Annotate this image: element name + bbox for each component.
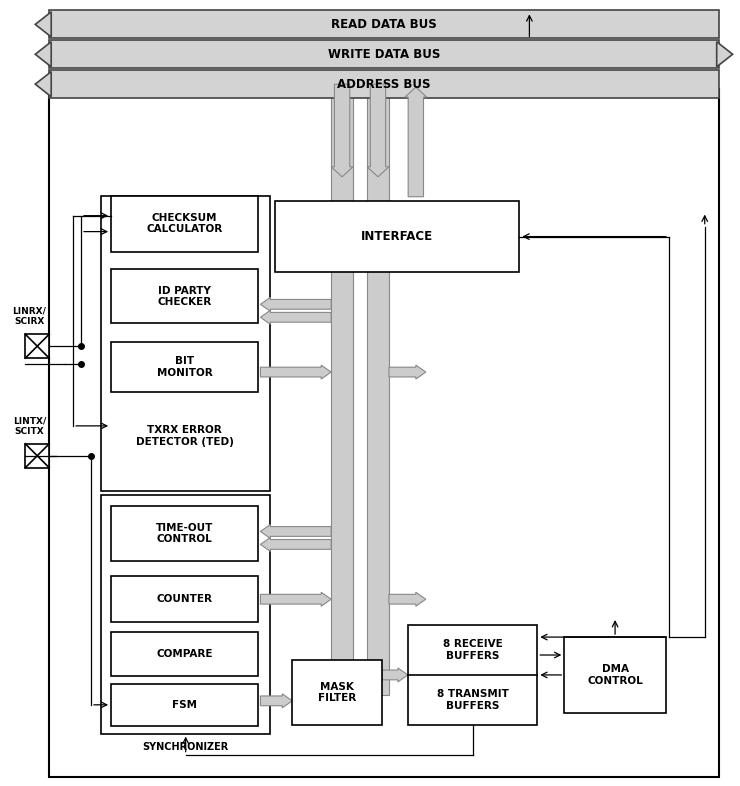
Text: 8 RECEIVE
BUFFERS: 8 RECEIVE BUFFERS [443, 639, 502, 661]
Text: DMA
CONTROL: DMA CONTROL [588, 664, 643, 685]
FancyArrow shape [405, 87, 427, 196]
Text: SYNCHRONIZER: SYNCHRONIZER [143, 742, 229, 751]
Text: ADDRESS BUS: ADDRESS BUS [337, 78, 431, 90]
FancyArrow shape [382, 668, 408, 682]
Text: TXRX ERROR
DETECTOR (TED): TXRX ERROR DETECTOR (TED) [135, 425, 234, 446]
Bar [49, 10, 719, 39]
Bar [111, 505, 258, 561]
FancyArrow shape [389, 365, 425, 379]
FancyArrow shape [36, 12, 51, 37]
Bar [275, 200, 519, 273]
Bar [111, 270, 258, 323]
Text: COUNTER: COUNTER [157, 594, 212, 604]
Text: LINTX/
SCITX: LINTX/ SCITX [13, 416, 46, 435]
Text: COMPARE: COMPARE [156, 649, 213, 659]
Bar [49, 70, 719, 98]
Bar [565, 637, 666, 713]
FancyArrow shape [717, 42, 733, 67]
FancyArrow shape [260, 538, 331, 552]
FancyArrow shape [389, 592, 425, 606]
FancyArrow shape [260, 365, 331, 379]
Text: CHECKSUM
CALCULATOR: CHECKSUM CALCULATOR [147, 213, 223, 234]
Bar [292, 660, 382, 725]
FancyArrow shape [260, 310, 331, 325]
Text: WRITE DATA BUS: WRITE DATA BUS [328, 48, 440, 61]
Bar [111, 684, 258, 725]
Text: READ DATA BUS: READ DATA BUS [331, 18, 437, 31]
Bar [111, 342, 258, 392]
Text: MASK
FILTER: MASK FILTER [318, 681, 356, 703]
FancyArrow shape [260, 592, 331, 606]
FancyArrow shape [260, 694, 292, 708]
Text: LINRX/
SCIRX: LINRX/ SCIRX [13, 307, 46, 326]
Text: TIME-OUT
CONTROL: TIME-OUT CONTROL [156, 523, 213, 544]
Bar [101, 494, 270, 733]
FancyArrow shape [260, 297, 331, 311]
Text: 8 TRANSMIT
BUFFERS: 8 TRANSMIT BUFFERS [437, 689, 508, 711]
FancyArrow shape [331, 84, 353, 177]
Bar [49, 89, 719, 777]
FancyArrow shape [36, 42, 51, 67]
Bar [111, 632, 258, 676]
FancyArrow shape [260, 524, 331, 538]
Bar [331, 89, 353, 695]
FancyArrow shape [367, 84, 389, 177]
Bar [25, 444, 49, 468]
Bar [49, 40, 719, 68]
Text: INTERFACE: INTERFACE [361, 230, 434, 243]
Bar [25, 334, 49, 358]
Bar [367, 89, 389, 695]
FancyArrow shape [36, 72, 51, 97]
Text: FSM: FSM [172, 700, 197, 710]
Text: BIT
MONITOR: BIT MONITOR [157, 356, 212, 378]
Bar [111, 196, 258, 252]
Text: ID PARTY
CHECKER: ID PARTY CHECKER [158, 285, 212, 307]
Bar [101, 196, 270, 490]
Bar [408, 625, 537, 725]
Bar [111, 576, 258, 623]
